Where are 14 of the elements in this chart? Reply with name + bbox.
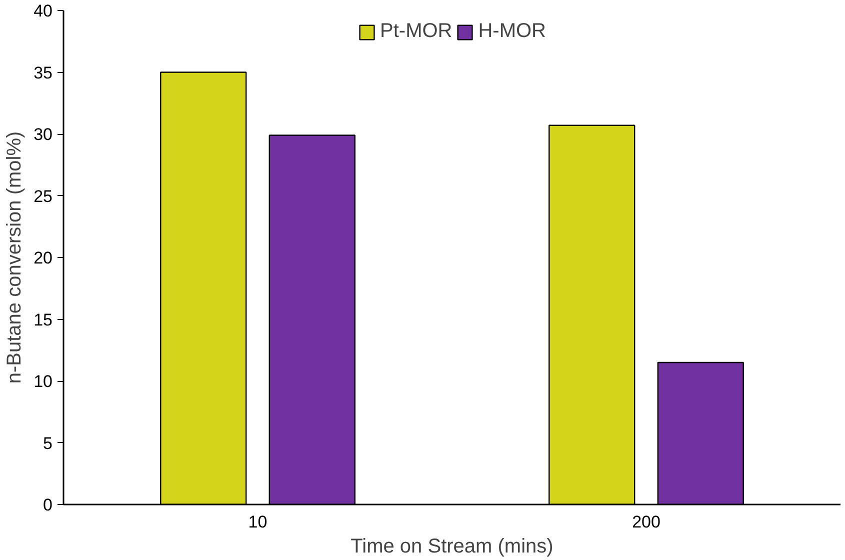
y-tick-label: 35	[34, 63, 53, 82]
y-tick-label: 15	[34, 310, 53, 330]
y-tick-label: 0	[43, 496, 53, 514]
y-tick-label: 20	[34, 248, 53, 268]
y-tick-label: 5	[43, 434, 53, 453]
y-tick-label: 30	[34, 125, 53, 144]
x-tick-label: 200	[632, 512, 660, 532]
y-tick-label: 10	[34, 372, 53, 391]
y-tick-label: 40	[34, 2, 53, 20]
x-axis-title: Time on Stream (mins)	[350, 536, 554, 558]
legend-label: H-MOR	[478, 20, 546, 43]
y-axis-title: n-Butane conversion (mol%)	[4, 131, 26, 384]
legend-label: Pt-MOR	[380, 20, 452, 43]
y-tick-label: 25	[34, 186, 53, 206]
